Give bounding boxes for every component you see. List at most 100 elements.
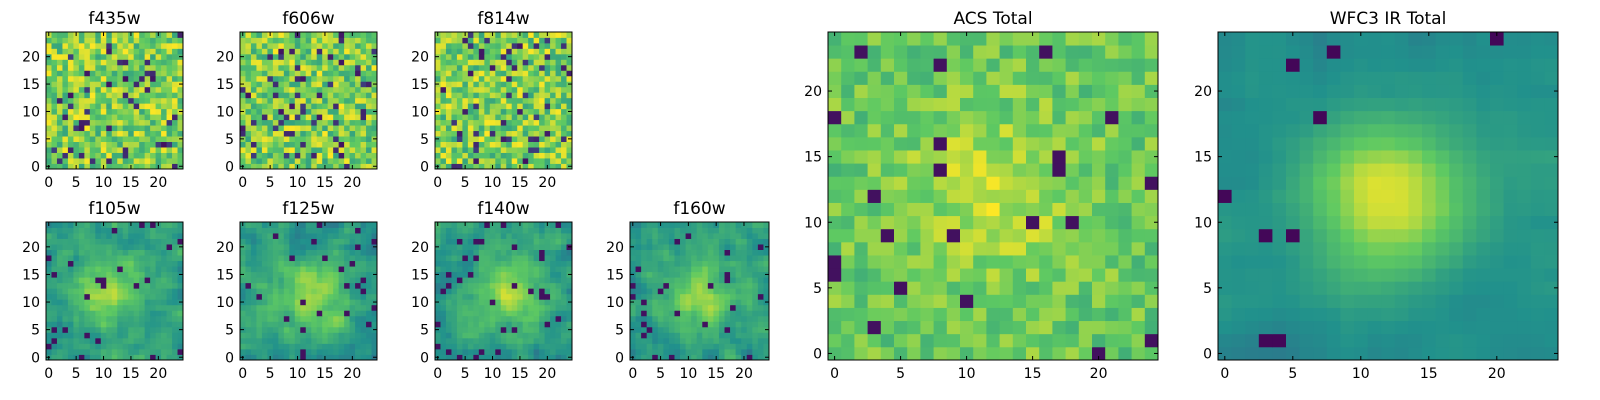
heatmap-cell bbox=[67, 59, 74, 66]
heatmap-cell bbox=[311, 310, 318, 317]
heatmap-cell bbox=[663, 321, 670, 328]
heatmap-cell bbox=[500, 238, 507, 245]
heatmap-cell bbox=[172, 64, 178, 71]
heatmap-cell bbox=[289, 37, 296, 44]
heatmap-cell bbox=[327, 310, 334, 317]
heatmap-cell bbox=[360, 158, 367, 164]
heatmap-cell bbox=[652, 266, 659, 273]
heatmap-cell bbox=[360, 266, 367, 273]
heatmap-cell bbox=[111, 348, 118, 355]
heatmap-cell bbox=[360, 227, 367, 234]
heatmap-cell bbox=[1092, 346, 1106, 361]
heatmap-cell bbox=[561, 75, 567, 82]
heatmap-cell bbox=[696, 255, 703, 262]
heatmap-cell bbox=[462, 348, 469, 355]
x-tick-label: 10 bbox=[484, 175, 502, 191]
heatmap-cell bbox=[641, 282, 648, 289]
heatmap-cell bbox=[674, 260, 681, 267]
heatmap-cell bbox=[100, 271, 107, 278]
heatmap-cell bbox=[451, 315, 458, 322]
heatmap-cell bbox=[730, 233, 737, 239]
heatmap-cell bbox=[46, 255, 52, 262]
heatmap-cell bbox=[84, 48, 91, 55]
heatmap-cell bbox=[741, 293, 748, 300]
heatmap-cell bbox=[106, 293, 113, 300]
heatmap-cell bbox=[500, 64, 507, 71]
heatmap-cell bbox=[440, 152, 447, 159]
heatmap-cell bbox=[256, 321, 263, 328]
heatmap-cell bbox=[133, 233, 140, 239]
heatmap-cell bbox=[122, 315, 129, 322]
heatmap-cell bbox=[555, 293, 562, 300]
heatmap-cell bbox=[240, 282, 246, 289]
heatmap-cell bbox=[95, 277, 102, 284]
heatmap-cell bbox=[539, 227, 545, 234]
heatmap-cell bbox=[349, 141, 356, 148]
heatmap-cell bbox=[177, 277, 184, 284]
heatmap-cell bbox=[986, 333, 1000, 348]
heatmap-cell bbox=[62, 53, 69, 60]
heatmap-cell bbox=[506, 343, 513, 350]
heatmap-cell bbox=[344, 348, 350, 355]
heatmap-cell bbox=[724, 227, 731, 234]
heatmap-cell bbox=[355, 293, 361, 300]
heatmap-cell bbox=[122, 310, 129, 317]
heatmap-cell bbox=[62, 32, 69, 38]
heatmap-cell bbox=[311, 238, 318, 245]
heatmap-cell bbox=[1039, 268, 1053, 282]
heatmap-cell bbox=[674, 277, 681, 284]
heatmap-cell bbox=[566, 266, 573, 273]
heatmap-cell bbox=[854, 241, 868, 256]
heatmap-cell bbox=[456, 32, 463, 38]
heatmap-cell bbox=[144, 136, 151, 142]
heatmap-cell bbox=[641, 255, 648, 262]
heatmap-cell bbox=[657, 244, 664, 250]
heatmap-cell bbox=[316, 103, 323, 110]
heatmap-cell bbox=[451, 348, 458, 355]
heatmap-cell bbox=[561, 86, 567, 93]
heatmap-cell bbox=[122, 114, 129, 121]
heatmap-cell bbox=[278, 304, 285, 311]
heatmap-cell bbox=[177, 222, 184, 228]
heatmap-cell bbox=[451, 244, 458, 250]
heatmap-cell bbox=[172, 86, 178, 93]
heatmap-cell bbox=[278, 271, 285, 278]
heatmap-cell bbox=[462, 321, 469, 328]
heatmap-cell bbox=[161, 75, 167, 82]
heatmap-cell bbox=[1065, 241, 1080, 256]
heatmap-cell bbox=[1052, 294, 1066, 308]
heatmap-cell bbox=[84, 288, 91, 295]
heatmap-cell bbox=[500, 42, 507, 49]
heatmap-cell bbox=[960, 202, 974, 217]
heatmap-cell bbox=[473, 114, 480, 121]
heatmap-cell bbox=[473, 32, 480, 38]
heatmap-cell bbox=[256, 354, 263, 361]
heatmap-cell bbox=[550, 354, 556, 361]
heatmap-cell bbox=[735, 332, 742, 339]
heatmap-cell bbox=[555, 288, 562, 295]
heatmap-cell bbox=[144, 299, 151, 306]
heatmap-cell bbox=[1131, 241, 1146, 256]
heatmap-cell bbox=[511, 321, 518, 328]
heatmap-cell bbox=[338, 119, 345, 126]
heatmap-cell bbox=[84, 86, 91, 93]
heatmap-cell bbox=[445, 86, 452, 93]
heatmap-cell bbox=[73, 299, 80, 306]
heatmap-cell bbox=[484, 53, 491, 60]
heatmap-cell bbox=[999, 255, 1014, 269]
heatmap-cell bbox=[117, 53, 124, 60]
heatmap-cell bbox=[1144, 176, 1159, 190]
heatmap-cell bbox=[741, 337, 748, 344]
heatmap-cell bbox=[51, 42, 58, 49]
heatmap-cell bbox=[440, 108, 447, 115]
heatmap-cell bbox=[933, 320, 948, 335]
heatmap-cell bbox=[161, 326, 167, 333]
heatmap-cell bbox=[561, 59, 567, 66]
heatmap-cell bbox=[128, 293, 135, 300]
heatmap-cell bbox=[484, 233, 491, 239]
heatmap-cell bbox=[150, 348, 156, 355]
heatmap-cell bbox=[333, 315, 340, 322]
heatmap-cell bbox=[166, 158, 173, 164]
heatmap-cell bbox=[316, 266, 323, 273]
